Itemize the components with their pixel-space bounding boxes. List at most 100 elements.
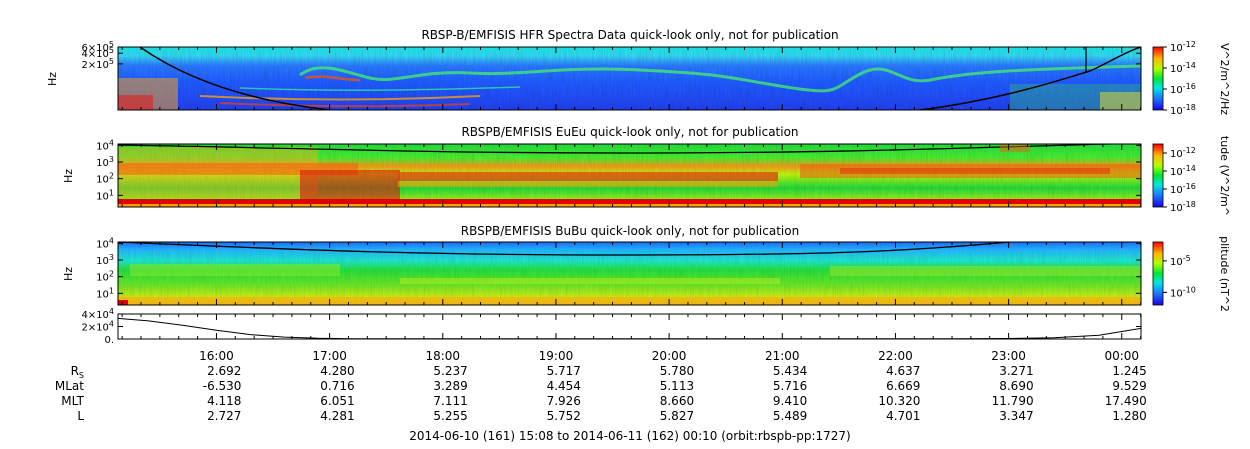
xtick-label: 16:00 <box>199 349 234 363</box>
ephemeris-value: 2.692 <box>207 364 241 378</box>
colorbar-tick-label: 10-14 <box>1170 164 1196 178</box>
colorbar-tick-label: 10-10 <box>1170 285 1196 299</box>
ephemeris-value: 8.660 <box>660 394 694 408</box>
ephemeris-value: 4.637 <box>886 364 920 378</box>
colorbar-eueu <box>1152 143 1164 208</box>
ephemeris-value: 5.489 <box>773 409 807 423</box>
ephemeris-value: 5.752 <box>547 409 581 423</box>
colorbar-tick-label: 10-5 <box>1170 254 1191 268</box>
ephemeris-value: 6.669 <box>886 379 920 393</box>
ylabel-eueu: Hz <box>62 169 75 183</box>
xtick-label: 23:00 <box>991 349 1026 363</box>
ephemeris-value: 5.827 <box>660 409 694 423</box>
xtick-label: 20:00 <box>652 349 687 363</box>
colorbar-tick-label: 10-18 <box>1170 103 1196 117</box>
ephemeris-value: 5.716 <box>773 379 807 393</box>
panel-title-eueu: RBSPB/EMFISIS EuEu quick-look only, not … <box>461 125 798 139</box>
ephemeris-value: 1.280 <box>1112 409 1146 423</box>
ephemeris-value: 2.727 <box>207 409 241 423</box>
panel-bubu: RBSPB/EMFISIS BuBu quick-look only, not … <box>62 224 1231 312</box>
ephemeris-value: 4.281 <box>320 409 354 423</box>
ephemeris-value: -6.530 <box>203 379 242 393</box>
ytick-label: 101 <box>96 286 114 300</box>
spectrogram-hfr <box>118 47 1141 110</box>
line-series <box>117 317 1142 340</box>
ytick-label: 104 <box>96 236 114 250</box>
colorbar-tick-label: 10-16 <box>1170 82 1196 96</box>
panel-eueu: RBSPB/EMFISIS EuEu quick-look only, not … <box>62 125 1231 216</box>
x-axis-labels: 16:00 17:00 18:00 19:00 20:00 21:00 22:00 23:00… <box>199 349 1139 363</box>
ytick-label: 6×105 <box>81 40 114 54</box>
colorbar-tick-label: 10-18 <box>1170 200 1196 214</box>
colorbar-bubu <box>1152 241 1164 306</box>
ephemeris-value: 9.529 <box>1112 379 1146 393</box>
ephemeris-value: 7.111 <box>433 394 467 408</box>
xtick-label: 21:00 <box>765 349 800 363</box>
panel-hfr: RBSP-B/EMFISIS HFR Spectra Data quick-lo… <box>46 28 1231 117</box>
ytick-label: 4×104 <box>81 307 114 321</box>
ytick-label: 2×104 <box>81 320 114 334</box>
colorbar-tick-label: 10-12 <box>1170 146 1196 160</box>
ephemeris-value: 7.926 <box>547 394 581 408</box>
ytick-label: 4×105 <box>81 46 114 60</box>
ephemeris-value: 0.716 <box>320 379 354 393</box>
colorbar-hfr <box>1152 46 1164 111</box>
panel-title-bubu: RBSPB/EMFISIS BuBu quick-look only, not … <box>461 224 799 238</box>
ephemeris-value: 5.255 <box>433 409 467 423</box>
ylabel-bubu: Hz <box>62 267 75 281</box>
ytick-label: 103 <box>96 253 114 267</box>
ephemeris-row-label: MLat <box>55 379 84 393</box>
xtick-label: 19:00 <box>539 349 574 363</box>
ytick-label: 102 <box>96 270 114 284</box>
xtick-label: 00:00 <box>1104 349 1139 363</box>
ephemeris-value: 4.118 <box>207 394 241 408</box>
ephemeris-value: 6.051 <box>320 394 354 408</box>
ytick-label: 101 <box>96 188 114 202</box>
ephemeris-row-label: RS <box>71 364 84 380</box>
ephemeris-row-label: L <box>77 409 84 423</box>
ephemeris-value: 4.280 <box>320 364 354 378</box>
colorbar-tick-label: 10-12 <box>1170 40 1196 54</box>
xtick-label: 18:00 <box>425 349 460 363</box>
ytick-label: 103 <box>96 155 114 169</box>
colorbar-ticks-bubu: 10-5 10-10 <box>1163 254 1196 299</box>
ephemeris-value: 1.245 <box>1112 364 1146 378</box>
ephemeris-value: 4.701 <box>886 409 920 423</box>
ytick-label: 0. <box>104 335 114 346</box>
ytick-label: 104 <box>96 138 114 152</box>
colorbar-ticks-hfr: 10-12 10-14 10-16 10-18 <box>1163 40 1196 117</box>
line-series-path <box>117 317 1142 340</box>
ytick-label: 102 <box>96 172 114 186</box>
ephemeris-value: 8.690 <box>999 379 1033 393</box>
colorbar-tick-label: 10-16 <box>1170 182 1196 196</box>
spectrogram-eueu <box>118 144 1141 207</box>
ephemeris-value: 5.434 <box>773 364 807 378</box>
ylabel-hfr: Hz <box>46 72 59 86</box>
xtick-label: 22:00 <box>878 349 913 363</box>
ephemeris-row-label: MLT <box>61 394 84 408</box>
ephemeris-value: 5.780 <box>660 364 694 378</box>
panel-title-hfr: RBSP-B/EMFISIS HFR Spectra Data quick-lo… <box>421 28 838 42</box>
ephemeris-value: 11.790 <box>992 394 1034 408</box>
ephemeris-value: 5.113 <box>660 379 694 393</box>
xtick-label: 17:00 <box>312 349 347 363</box>
spectrogram-bubu <box>118 242 1141 305</box>
colorbar-label-bubu: plitude (nT^2 <box>1218 236 1231 312</box>
ytick-label: 2×105 <box>81 57 114 71</box>
ephemeris-value: 5.717 <box>547 364 581 378</box>
colorbar-ticks-eueu: 10-12 10-14 10-16 10-18 <box>1163 146 1196 214</box>
ephemeris-value: 10.320 <box>878 394 920 408</box>
ephemeris-value: 17.490 <box>1105 394 1147 408</box>
x-axis-ticks <box>121 47 1142 339</box>
yticks-eueu: 104 103 102 101 <box>96 138 1141 202</box>
colorbar-tick-label: 10-14 <box>1170 61 1196 75</box>
ephemeris-value: 3.347 <box>999 409 1033 423</box>
ephemeris-value: 9.410 <box>773 394 807 408</box>
colorbar-label-hfr: V^2/m^2/Hz <box>1218 43 1231 115</box>
colorbar-label-eueu: tude (V^2/m^ <box>1218 136 1231 216</box>
ephemeris-value: 3.271 <box>999 364 1033 378</box>
ephemeris-value: 5.237 <box>433 364 467 378</box>
